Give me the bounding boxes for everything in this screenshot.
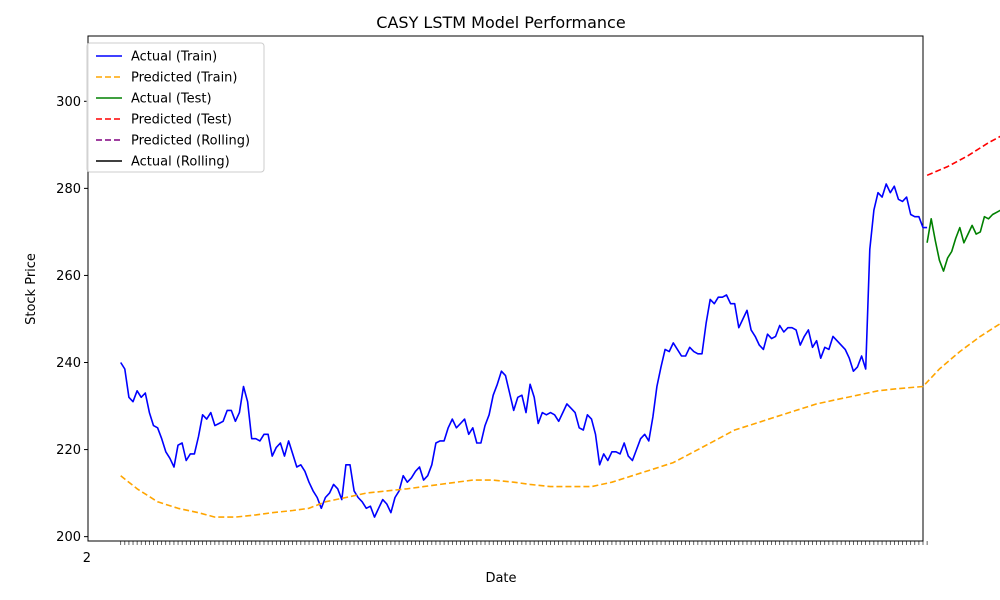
legend-entry: Predicted (Test): [131, 113, 232, 128]
y-tick-label: 260: [56, 269, 81, 284]
y-tick-label: 220: [56, 443, 81, 458]
y-tick-label: 280: [56, 182, 81, 197]
y-axis: 200 220 240 260 280 300: [56, 95, 88, 545]
y-tick-label: 240: [56, 356, 81, 371]
y-axis-label: Stock Price: [24, 253, 39, 325]
x-axis-label: Date: [485, 571, 516, 586]
series-line-1: [120, 183, 928, 518]
legend-entry: Predicted (Rolling): [131, 134, 250, 149]
legend-entry: Actual (Test): [131, 92, 212, 107]
chart-title: CASY LSTM Model Performance: [376, 13, 625, 32]
x-tick-label: 2: [83, 551, 91, 566]
legend: Actual (Train) Predicted (Train) Actual (T…: [86, 42, 265, 173]
legend-entry: Actual (Train): [131, 50, 217, 65]
y-tick-label: 300: [56, 95, 81, 110]
legend-entry: Predicted (Train): [131, 71, 238, 86]
series-line-3: [926, 209, 1000, 272]
x-axis: 2: [83, 541, 928, 566]
legend-box: [86, 42, 265, 173]
series-line-2: [120, 322, 1000, 518]
legend-entry: Actual (Rolling): [131, 155, 230, 170]
y-tick-label: 200: [56, 530, 81, 545]
series-layer: [120, 135, 1000, 518]
plot-area: 200 220 240 260 280 300 2: [56, 35, 1000, 566]
series-line-4: [926, 135, 1000, 177]
